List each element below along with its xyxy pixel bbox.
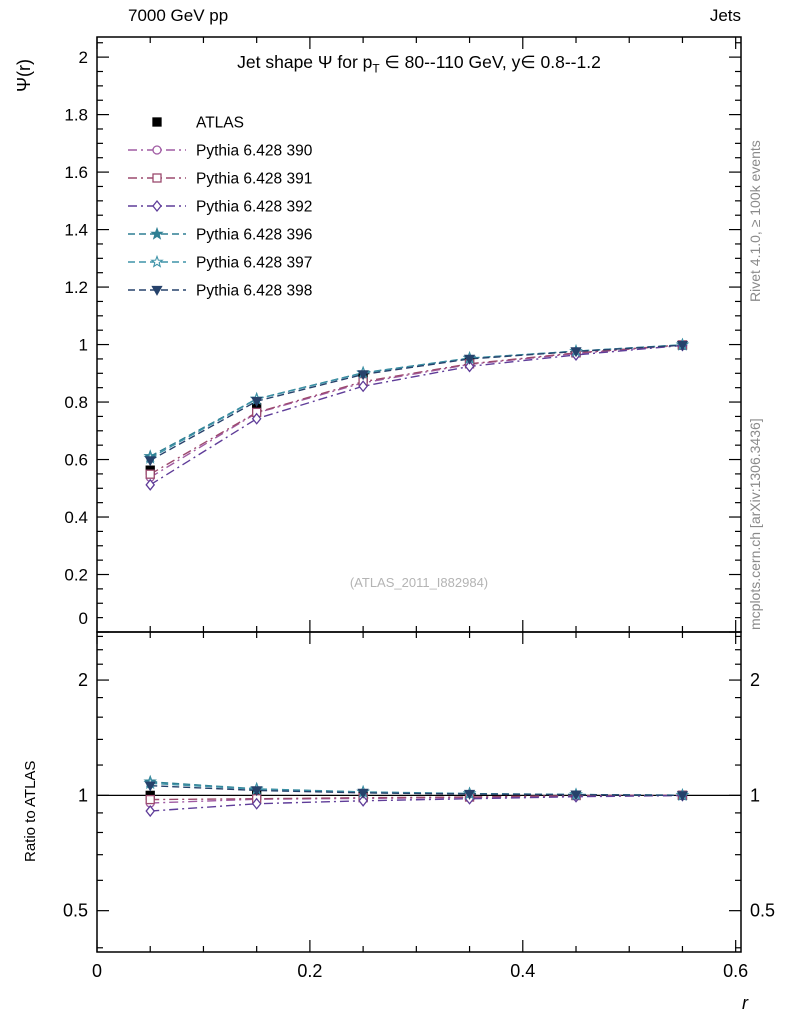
mcplots-arxiv-label: mcplots.cern.ch [arXiv:1306.3436] <box>747 418 763 630</box>
svg-text:2: 2 <box>750 670 760 690</box>
svg-text:0.4: 0.4 <box>510 961 535 981</box>
legend-label: Pythia 6.428 396 <box>196 227 312 244</box>
legend-label: Pythia 6.428 392 <box>196 199 312 216</box>
analysis-label: Jets <box>709 6 741 25</box>
y-axis-label: Ψ(r) <box>14 58 34 92</box>
legend-label: Pythia 6.428 398 <box>196 283 312 300</box>
legend: ATLAS Pythia 6.428 390 Pythia 6.428 391 Pyt… <box>128 115 313 300</box>
svg-text:1.2: 1.2 <box>64 278 88 297</box>
plot-title-subscript: T <box>372 61 380 76</box>
svg-text:0.4: 0.4 <box>64 508 88 527</box>
plot-title: Jet shape Ψ for pT ∈ 80--110 GeV, y∈ 0.8… <box>97 52 741 76</box>
svg-text:0.6: 0.6 <box>64 451 88 470</box>
x-axis-label: r <box>742 993 748 1013</box>
svg-text:1: 1 <box>750 785 760 805</box>
series-markers-pythia-6-428-391 <box>145 340 688 805</box>
svg-text:0.8: 0.8 <box>64 393 88 412</box>
svg-text:1: 1 <box>79 336 88 355</box>
svg-text:2: 2 <box>78 670 88 690</box>
svg-text:0: 0 <box>92 961 102 981</box>
svg-text:0: 0 <box>79 609 88 628</box>
svg-text:1.4: 1.4 <box>64 221 88 240</box>
series-line-pythia-6-428-398 <box>149 344 683 797</box>
series-markers-atlas <box>145 340 688 801</box>
legend-label: ATLAS <box>196 115 244 132</box>
series-line-pythia-6-428-396 <box>149 344 683 796</box>
plot-title-prefix: Jet shape Ψ for p <box>237 52 373 72</box>
plot-title-suffix: ∈ 80--110 GeV, y∈ 0.8--1.2 <box>379 52 601 72</box>
beam-label: 7000 GeV pp <box>128 6 229 25</box>
series-markers-pythia-6-428-396 <box>143 337 690 801</box>
legend-label: Pythia 6.428 397 <box>196 255 312 272</box>
watermark: (ATLAS_2011_I882984) <box>349 575 489 590</box>
svg-text:0.5: 0.5 <box>750 901 775 921</box>
svg-text:1.6: 1.6 <box>64 163 88 182</box>
svg-text:0.2: 0.2 <box>297 961 322 981</box>
svg-text:2: 2 <box>79 48 88 67</box>
svg-text:1: 1 <box>78 785 88 805</box>
svg-text:0.2: 0.2 <box>64 566 88 585</box>
legend-label: Pythia 6.428 391 <box>196 171 312 188</box>
ratio-axis-label: Ratio to ATLAS <box>22 760 39 862</box>
rivet-version-label: Rivet 4.1.0, ≥ 100k events <box>747 140 763 302</box>
series-line-pythia-6-428-397 <box>149 344 683 796</box>
series-line-pythia-6-428-392 <box>149 344 683 812</box>
svg-text:1.8: 1.8 <box>64 106 88 125</box>
svg-text:0.5: 0.5 <box>63 901 88 921</box>
series-markers-pythia-6-428-398 <box>144 340 689 802</box>
svg-text:0.6: 0.6 <box>723 961 748 981</box>
legend-label: Pythia 6.428 390 <box>196 143 313 160</box>
series-markers-pythia-6-428-397 <box>143 337 690 801</box>
